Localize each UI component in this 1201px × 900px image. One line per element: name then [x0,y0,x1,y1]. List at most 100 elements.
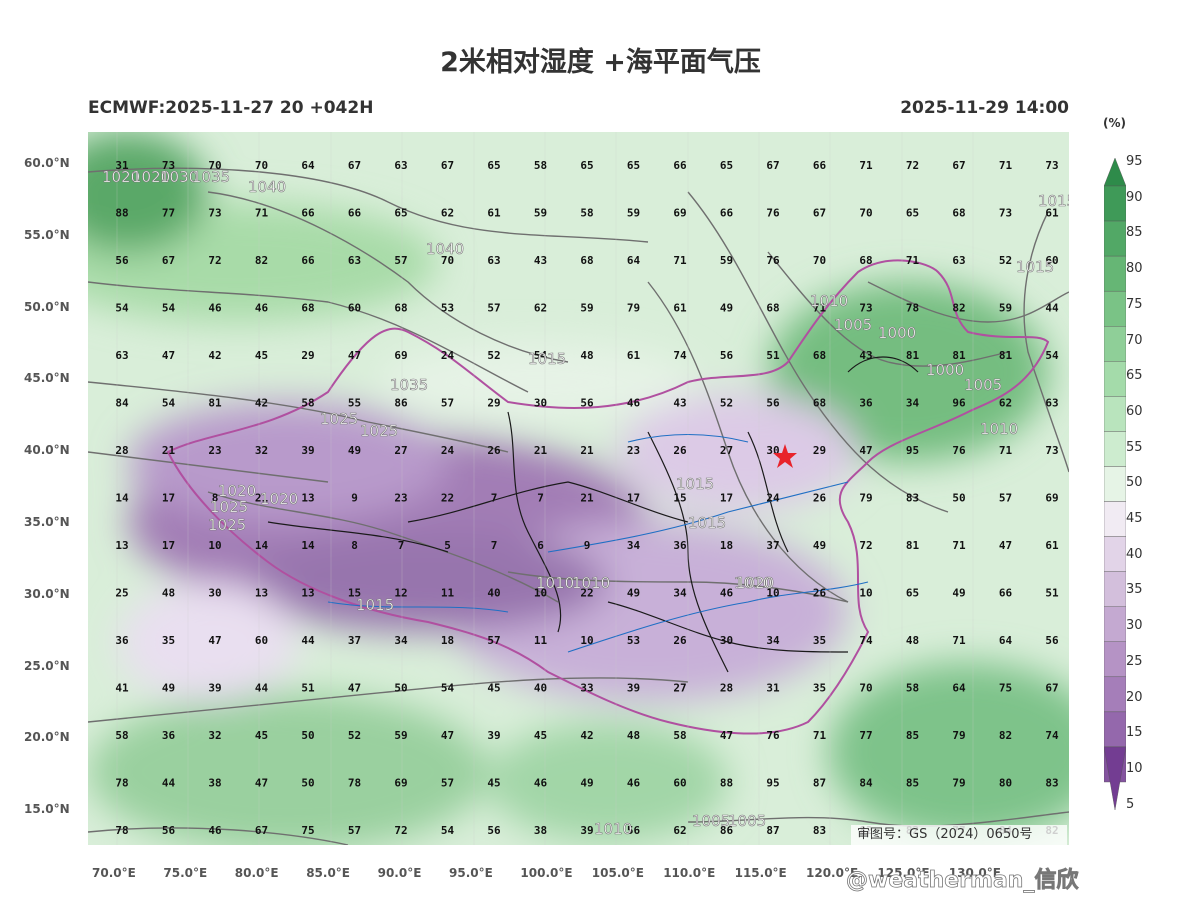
humidity-value: 87 [766,824,779,837]
humidity-value: 44 [255,682,269,695]
humidity-value: 24 [766,492,780,505]
isobar-label: 1010 [734,574,772,592]
humidity-value: 81 [906,349,920,362]
humidity-value: 10 [766,587,779,600]
humidity-value: 55 [348,397,361,410]
humidity-value: 30 [720,634,733,647]
isobar-label: 1040 [426,240,464,258]
humidity-value: 67 [766,159,779,172]
humidity-value: 85 [906,729,919,742]
humidity-value: 33 [580,682,593,695]
humidity-value: 57 [487,302,500,315]
humidity-value: 88 [115,207,128,220]
humidity-value: 81 [999,349,1013,362]
colorbar-level-label: 90 [1126,189,1143,205]
humidity-value: 56 [162,824,176,837]
colorbar-segment [1104,361,1126,397]
humidity-value: 21 [255,492,269,505]
humidity-value: 66 [813,159,827,172]
humidity-value: 13 [255,587,268,600]
humidity-value: 69 [673,207,686,220]
humidity-value: 8 [351,539,358,552]
humidity-value: 62 [673,824,686,837]
colorbar-segment [1104,536,1126,572]
humidity-value: 52 [487,349,500,362]
humidity-value: 71 [859,159,873,172]
humidity-value: 34 [766,634,780,647]
humidity-value: 5 [444,539,451,552]
colorbar-level-label: 45 [1126,511,1143,526]
humidity-value: 10 [859,587,872,600]
humidity-value: 36 [162,729,176,742]
humidity-value: 70 [441,254,454,267]
humidity-value: 47 [999,539,1012,552]
isobar-label: 1015 [1016,258,1054,276]
humidity-value: 67 [813,207,826,220]
humidity-value: 42 [208,349,221,362]
humidity-value: 52 [999,254,1012,267]
humidity-value: 23 [208,444,221,457]
isobar-label: 1000 [926,361,964,379]
humidity-value: 63 [1045,397,1058,410]
humidity-value: 52 [720,397,733,410]
grid-lines [116,132,974,845]
humidity-value: 47 [348,349,361,362]
humidity-value: 34 [627,539,641,552]
humidity-value: 43 [534,254,547,267]
humidity-value: 61 [1045,207,1059,220]
humidity-value: 57 [999,492,1012,505]
humidity-value: 95 [766,777,779,790]
colorbar-level-label: 40 [1126,546,1143,562]
humidity-map: 31 73 70 70 64 67 63 67 65 58 65 65 66 65 67 66 71 72 67 71… [88,132,1069,845]
humidity-value: 72 [394,824,407,837]
humidity-value: 57 [348,824,361,837]
humidity-value: 78 [906,302,919,315]
humidity-value: 70 [813,254,826,267]
colorbar-segment [1104,606,1126,642]
humidity-value: 13 [301,587,314,600]
humidity-value: 70 [859,207,872,220]
isobar-label: 1025 [210,498,248,516]
humidity-value: 56 [1045,634,1059,647]
humidity-value: 39 [301,444,314,457]
latitude-tick-label: 20.0°N [24,730,70,745]
colorbar-level-label: 25 [1126,653,1143,669]
humidity-value: 86 [394,397,408,410]
humidity-value: 65 [720,159,733,172]
humidity-value: 77 [859,729,872,742]
humidity-value: 27 [673,682,686,695]
humidity-value: 79 [952,729,965,742]
humidity-value: 39 [487,729,500,742]
humidity-value: 39 [208,682,221,695]
longitude-tick-label: 125.0°E [877,866,930,880]
humidity-value: 9 [584,539,591,552]
humidity-value: 34 [673,587,687,600]
humidity-value: 65 [487,159,500,172]
isobar-label: 1015 [676,475,714,493]
humidity-value: 15 [348,587,361,600]
humidity-value: 31 [115,159,129,172]
latitude-tick-label: 25.0°N [24,658,70,673]
humidity-value: 70 [208,159,221,172]
humidity-value: 82 [999,729,1012,742]
humidity-value: 11 [534,634,548,647]
humidity-value: 75 [301,824,314,837]
humidity-value: 58 [906,682,919,695]
humidity-value: 59 [394,729,407,742]
isobar-labels: 1020102010301035104010401035102510251020… [102,168,1069,839]
humidity-value: 69 [394,777,407,790]
isobar-label: 1015 [1038,192,1069,210]
humidity-value: 49 [348,444,361,457]
humidity-value: 26 [673,444,687,457]
humidity-value: 36 [673,539,687,552]
chart-title: 2米相对湿度 +海平面气压 [440,47,761,78]
humidity-value: 32 [255,444,268,457]
humidity-value: 47 [720,729,733,742]
humidity-value: 66 [720,207,734,220]
humidity-value: 12 [394,587,407,600]
isobar-label: 1005 [964,376,1002,394]
humidity-value: 9 [351,492,358,505]
humidity-value: 39 [580,824,593,837]
humidity-value: 85 [906,777,919,790]
humidity-value: 74 [673,349,687,362]
